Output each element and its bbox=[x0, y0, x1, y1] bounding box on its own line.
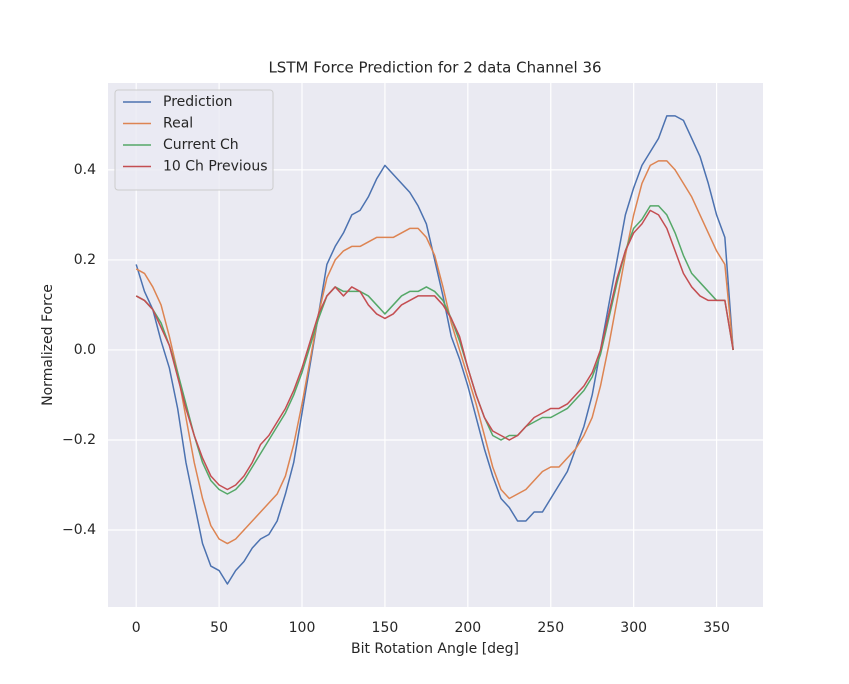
x-tick-label: 350 bbox=[703, 620, 730, 636]
y-axis-label: Normalized Force bbox=[40, 284, 56, 406]
line-series bbox=[135, 160, 734, 545]
x-tick-label: 100 bbox=[289, 620, 316, 636]
legend-box bbox=[114, 89, 274, 191]
y-tick-label: −0.2 bbox=[62, 432, 96, 448]
y-tick-label: 0.4 bbox=[74, 162, 96, 178]
x-tick-label: 50 bbox=[210, 620, 228, 636]
line-series bbox=[135, 209, 734, 491]
y-tick-label: 0.0 bbox=[74, 342, 96, 358]
y-tick-label: 0.2 bbox=[74, 252, 96, 268]
x-tick-label: 250 bbox=[537, 620, 564, 636]
chart-title: LSTM Force Prediction for 2 data Channel… bbox=[268, 59, 601, 77]
y-tick-label: −0.4 bbox=[62, 522, 96, 538]
line-series bbox=[135, 205, 734, 495]
legend-label: Prediction bbox=[163, 94, 233, 110]
x-tick-label: 0 bbox=[132, 620, 141, 636]
legend-label: 10 Ch Previous bbox=[163, 159, 268, 175]
x-tick-label: 200 bbox=[454, 620, 481, 636]
x-tick-label: 150 bbox=[372, 620, 399, 636]
line-series bbox=[135, 115, 734, 585]
legend-label: Real bbox=[163, 116, 193, 132]
x-tick-label: 300 bbox=[620, 620, 647, 636]
x-axis-label: Bit Rotation Angle [deg] bbox=[351, 641, 519, 657]
legend-label: Current Ch bbox=[163, 137, 239, 153]
